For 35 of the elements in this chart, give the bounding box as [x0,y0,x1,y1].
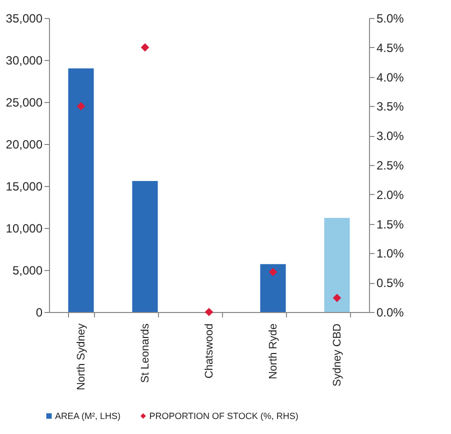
y-tick-label: 0 [36,306,43,320]
legend-label: PROPORTION OF STOCK (%, RHS) [149,411,298,421]
y2-tick-label: 1.5% [376,217,404,232]
y2-tick-label: 4.5% [376,40,404,55]
bar [260,264,286,312]
y2-tick-label: 0.5% [376,276,404,290]
y2-tick-label: 3.5% [376,100,404,114]
point [204,308,214,316]
bar [324,218,350,312]
y-tick-label: 25,000 [6,96,43,110]
y2-tick-label: 2.5% [376,158,404,172]
y-tick-label: 5,000 [12,264,43,278]
y2-tick-label: 3.0% [376,129,404,144]
y2-tick-label: 5.0% [376,12,404,26]
y2-tick-label: 0.0% [376,306,404,320]
y2-tick-label: 4.0% [376,70,404,84]
y-tick-label: 20,000 [6,138,43,152]
point [76,102,86,110]
x-tick-label: Chatswood [204,324,216,379]
point [268,268,278,276]
legend-label: AREA (M², LHS) [55,411,121,421]
point [140,43,150,52]
y2-tick-label: 2.0% [376,188,404,202]
x-tick-label: North Ryde [268,324,280,380]
x-tick-label: North Sydney [76,323,88,390]
point [332,294,342,302]
y2-tick-label: 1.0% [376,246,404,261]
y-tick-label: 15,000 [6,180,43,194]
bar [132,180,158,312]
bar [68,68,94,312]
x-tick-label: St Leonards [140,323,152,383]
y-tick-label: 10,000 [6,222,43,236]
y-tick-label: 30,000 [6,54,43,68]
x-tick-label: Sydney CBD [332,323,344,386]
y-tick-label: 35,000 [6,12,43,26]
